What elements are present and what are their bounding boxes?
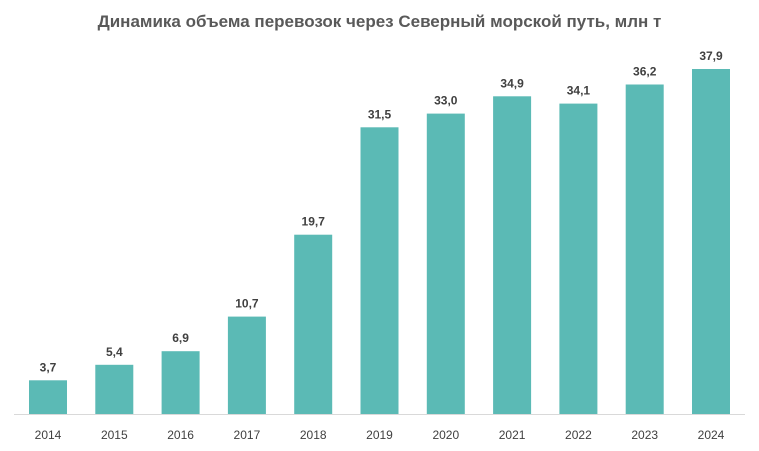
bar-2020 (426, 113, 465, 414)
bar-2016 (161, 351, 200, 414)
data-label-2019: 31,5 (368, 107, 392, 121)
data-label-2022: 34,1 (567, 84, 591, 98)
x-tick-label-2019: 2019 (366, 428, 393, 442)
data-label-2023: 36,2 (633, 65, 657, 79)
bar-2018 (294, 234, 333, 414)
data-label-2018: 19,7 (302, 215, 326, 229)
x-tick-label-2020: 2020 (432, 428, 459, 442)
bar-2024 (692, 69, 730, 414)
x-tick-label-2022: 2022 (565, 428, 592, 442)
x-tick-label-2017: 2017 (234, 428, 261, 442)
bar-2014 (29, 380, 67, 414)
bar-2023 (625, 84, 664, 414)
x-tick-label-2016: 2016 (167, 428, 194, 442)
data-label-2015: 5,4 (106, 345, 123, 359)
bar-2015 (95, 364, 134, 414)
bar-2019 (360, 127, 399, 415)
data-label-2021: 34,9 (500, 76, 524, 90)
bar-2021 (493, 96, 532, 415)
data-label-2020: 33,0 (434, 94, 458, 108)
x-tick-label-2018: 2018 (300, 428, 327, 442)
x-tick-label-2021: 2021 (499, 428, 526, 442)
bar-2022 (559, 103, 598, 414)
bar-2017 (227, 316, 266, 414)
data-label-2014: 3,7 (40, 360, 57, 374)
x-tick-label-2023: 2023 (631, 428, 658, 442)
x-tick-label-2015: 2015 (101, 428, 128, 442)
data-label-2024: 37,9 (699, 49, 723, 63)
data-label-2017: 10,7 (235, 297, 259, 311)
data-label-2016: 6,9 (172, 331, 189, 345)
x-tick-label-2014: 2014 (35, 428, 62, 442)
chart-title: Динамика объема перевозок через Северный… (97, 12, 662, 31)
x-tick-label-2024: 2024 (698, 428, 725, 442)
